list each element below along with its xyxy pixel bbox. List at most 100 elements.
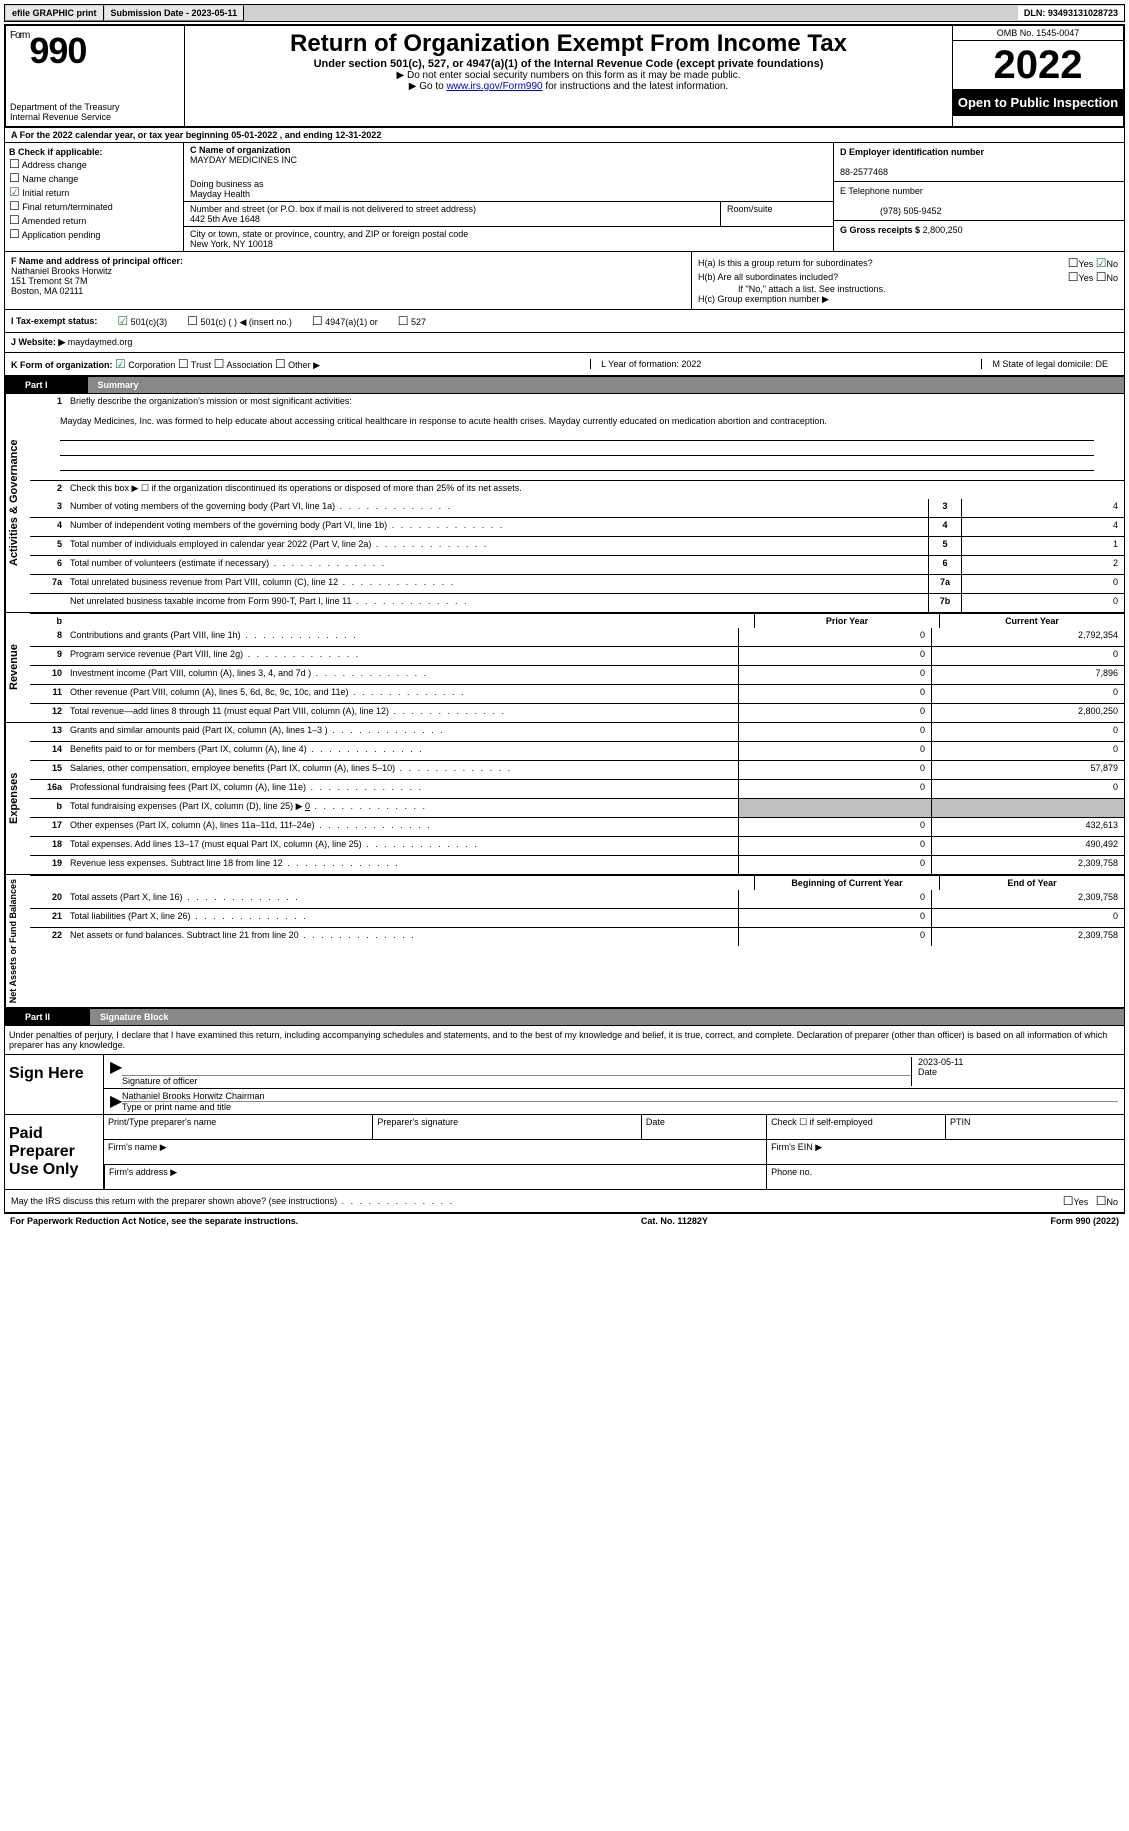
line-6: 6Total number of volunteers (estimate if… bbox=[30, 555, 1124, 574]
arrow-icon: ▶ bbox=[110, 1091, 122, 1112]
begin-year-header: Beginning of Current Year bbox=[754, 876, 939, 890]
firm-phone-label: Phone no. bbox=[766, 1165, 1124, 1189]
colb-item-3[interactable]: ☐ Final return/terminated bbox=[9, 199, 179, 213]
sign-here-label: Sign Here bbox=[5, 1055, 104, 1114]
line-2-label: Check this box ▶ ☐ if the organization d… bbox=[66, 481, 1124, 499]
line-7a: 7aTotal unrelated business revenue from … bbox=[30, 574, 1124, 593]
part-1-header: Part I Summary bbox=[4, 376, 1125, 394]
col-f-officer: F Name and address of principal officer:… bbox=[5, 252, 691, 309]
line-9: 9Program service revenue (Part VIII, lin… bbox=[30, 646, 1124, 665]
col-b-title: B Check if applicable: bbox=[9, 147, 179, 157]
form-note-1: ▶ Do not enter social security numbers o… bbox=[189, 70, 948, 81]
form-org-opt-1[interactable]: ☐ Trust bbox=[178, 360, 214, 370]
state-domicile: M State of legal domicile: DE bbox=[981, 359, 1118, 369]
paid-preparer-label: Paid Preparer Use Only bbox=[5, 1115, 104, 1189]
line-19: 19Revenue less expenses. Subtract line 1… bbox=[30, 855, 1124, 874]
colb-item-5[interactable]: ☐ Application pending bbox=[9, 227, 179, 241]
col-h: H(a) Is this a group return for subordin… bbox=[691, 252, 1124, 309]
hc-label: H(c) Group exemption number ▶ bbox=[698, 294, 1118, 305]
dept-treasury: Department of the Treasury bbox=[10, 102, 180, 112]
row-j-website: J Website: ▶ maydaymed.org bbox=[4, 333, 1125, 353]
mission-text: Mayday Medicines, Inc. was formed to hel… bbox=[30, 412, 1124, 480]
city-cell: City or town, state or province, country… bbox=[184, 227, 833, 251]
prep-name-label: Print/Type preparer's name bbox=[104, 1115, 372, 1140]
may-irs-yes[interactable]: ☐ bbox=[1063, 1194, 1074, 1208]
header-left: Form990 Department of the Treasury Inter… bbox=[6, 26, 185, 126]
status-501c[interactable]: ☐ bbox=[187, 314, 198, 328]
end-year-header: End of Year bbox=[939, 876, 1124, 890]
colb-item-0[interactable]: ☐ Address change bbox=[9, 157, 179, 171]
colb-item-4[interactable]: ☐ Amended return bbox=[9, 213, 179, 227]
firm-ein-label: Firm's EIN ▶ bbox=[766, 1140, 1124, 1165]
cat-no: Cat. No. 11282Y bbox=[641, 1216, 708, 1226]
hb-note: If "No," attach a list. See instructions… bbox=[698, 284, 1118, 294]
line-22: 22Net assets or fund balances. Subtract … bbox=[30, 927, 1124, 946]
form-number: 990 bbox=[29, 30, 86, 71]
status-527[interactable]: ☐ bbox=[398, 314, 409, 328]
ha-yes[interactable]: ☐ bbox=[1068, 256, 1079, 270]
irs-link[interactable]: www.irs.gov/Form990 bbox=[446, 81, 542, 92]
dept-irs: Internal Revenue Service bbox=[10, 112, 180, 122]
line-20: 20Total assets (Part X, line 16)02,309,7… bbox=[30, 890, 1124, 908]
sig-date-value: 2023-05-11 bbox=[918, 1057, 1118, 1067]
form-note-2: ▶ Go to www.irs.gov/Form990 for instruct… bbox=[189, 81, 948, 92]
line-16a: 16aProfessional fundraising fees (Part I… bbox=[30, 779, 1124, 798]
street-address: 442 5th Ave 1648 bbox=[190, 214, 260, 224]
hb-label: H(b) Are all subordinates included? bbox=[698, 272, 838, 282]
sig-date-label: Date bbox=[918, 1067, 937, 1077]
gross-receipts-value: 2,800,250 bbox=[923, 225, 963, 235]
header-mid: Return of Organization Exempt From Incom… bbox=[185, 26, 952, 126]
section-bcd: B Check if applicable: ☐ Address change☐… bbox=[4, 143, 1125, 252]
top-bar: efile GRAPHIC print Submission Date - 20… bbox=[4, 4, 1125, 22]
line-12: 12Total revenue—add lines 8 through 11 (… bbox=[30, 703, 1124, 722]
firm-addr-label: Firm's address ▶ bbox=[104, 1165, 766, 1189]
colb-item-1[interactable]: ☐ Name change bbox=[9, 171, 179, 185]
paperwork-notice: For Paperwork Reduction Act Notice, see … bbox=[10, 1216, 298, 1226]
colb-item-2[interactable]: ☑ Initial return bbox=[9, 185, 179, 199]
col-d: D Employer identification number 88-2577… bbox=[833, 143, 1124, 251]
line-11: 11Other revenue (Part VIII, column (A), … bbox=[30, 684, 1124, 703]
arrow-icon: ▶ bbox=[110, 1057, 122, 1086]
org-name: MAYDAY MEDICINES INC bbox=[190, 155, 297, 165]
part-1-num: Part I bbox=[15, 380, 58, 390]
header-right: OMB No. 1545-0047 2022 Open to Public In… bbox=[952, 26, 1123, 126]
phone-cell: E Telephone number (978) 505-9452 bbox=[834, 182, 1124, 221]
line-4: 4Number of independent voting members of… bbox=[30, 517, 1124, 536]
officer-name: Nathaniel Brooks Horwitz bbox=[11, 266, 112, 276]
line-14: 14Benefits paid to or for members (Part … bbox=[30, 741, 1124, 760]
officer-addr2: Boston, MA 02111 bbox=[11, 286, 83, 296]
hb-no[interactable]: ☐ bbox=[1096, 270, 1107, 284]
vert-label-activities: Activities & Governance bbox=[5, 394, 30, 612]
city-state-zip: New York, NY 10018 bbox=[190, 239, 273, 249]
prep-date-label: Date bbox=[641, 1115, 766, 1140]
officer-printed-name: Nathaniel Brooks Horwitz Chairman bbox=[122, 1091, 1118, 1102]
prep-sig-label: Preparer's signature bbox=[372, 1115, 640, 1140]
may-irs-no[interactable]: ☐ bbox=[1096, 1194, 1107, 1208]
ptin-label: PTIN bbox=[945, 1115, 1124, 1140]
ha-label: H(a) Is this a group return for subordin… bbox=[698, 258, 873, 268]
prep-self-employed[interactable]: Check ☐ if self-employed bbox=[766, 1115, 945, 1140]
vert-label-revenue: Revenue bbox=[5, 613, 30, 722]
line-21: 21Total liabilities (Part X, line 26)00 bbox=[30, 908, 1124, 927]
omb-number: OMB No. 1545-0047 bbox=[953, 26, 1123, 41]
efile-print-button[interactable]: efile GRAPHIC print bbox=[5, 5, 104, 21]
street-address-cell: Number and street (or P.O. box if mail i… bbox=[184, 202, 720, 227]
ha-no[interactable]: ☑ bbox=[1096, 256, 1107, 270]
line-17: 17Other expenses (Part IX, column (A), l… bbox=[30, 817, 1124, 836]
sign-here-block: Sign Here ▶ Signature of officer 2023-05… bbox=[4, 1055, 1125, 1115]
section-fh: F Name and address of principal officer:… bbox=[4, 252, 1125, 310]
part-2-title: Signature Block bbox=[90, 1009, 1124, 1025]
status-501c3[interactable]: ☑ bbox=[117, 314, 128, 328]
row-i-tax-status: I Tax-exempt status: ☑ 501(c)(3) ☐ 501(c… bbox=[4, 310, 1125, 333]
line-3: 3Number of voting members of the governi… bbox=[30, 499, 1124, 517]
status-4947[interactable]: ☐ bbox=[312, 314, 323, 328]
sig-officer-label: Signature of officer bbox=[122, 1076, 197, 1086]
line-1-num: 1 bbox=[30, 394, 66, 412]
hb-yes[interactable]: ☐ bbox=[1068, 270, 1079, 284]
form-org-opt-0[interactable]: ☑ Corporation bbox=[115, 360, 178, 370]
form-org-opt-3[interactable]: ☐ Other ▶ bbox=[275, 360, 320, 370]
dln: DLN: 93493131028723 bbox=[1018, 6, 1124, 20]
form-org-opt-2[interactable]: ☐ Association bbox=[214, 360, 275, 370]
form-word: Form bbox=[10, 30, 29, 41]
prior-year-header: Prior Year bbox=[754, 614, 939, 628]
